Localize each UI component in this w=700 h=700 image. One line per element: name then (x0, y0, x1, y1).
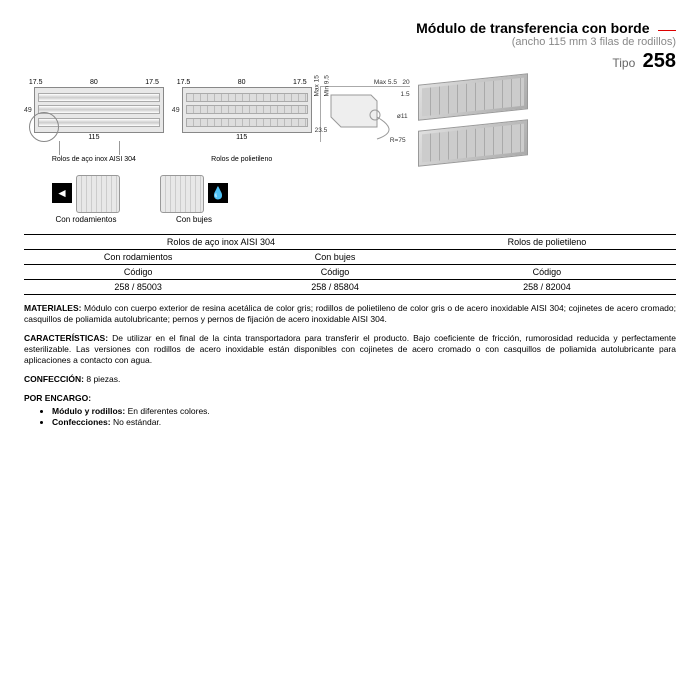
table-row: Código Código Código (24, 265, 676, 280)
profile-svg (321, 87, 411, 143)
dim-width-1: 115 (88, 134, 99, 141)
diagram-module-1: 17.5 80 17.5 49 115 Rolos de aço inox AI… (24, 79, 164, 163)
roller-module-steel (34, 87, 164, 133)
roller-row (186, 105, 308, 114)
td-empty (418, 250, 676, 265)
zoom-bushings-label: Con bujes (176, 215, 212, 224)
characteristics-block: CARACTERÍSTICAS: De utilizar en el final… (24, 333, 676, 366)
dim-width-2: 115 (236, 134, 247, 141)
td-sub2: Con bujes (252, 250, 418, 265)
confeccion-block: CONFECCIÓN: 8 piezas. (24, 374, 676, 385)
dim-height-2: 49 (172, 107, 180, 114)
dim-center-1: 80 (90, 79, 98, 86)
th-group1: Rolos de aço inox AISI 304 (24, 235, 418, 250)
dim-right-2: 17.5 (293, 79, 307, 86)
diagrams-row: 17.5 80 17.5 49 115 Rolos de aço inox AI… (24, 79, 676, 163)
bullet2-text: No estándar. (113, 417, 161, 427)
zoom-bushings-image (160, 175, 204, 213)
dim-center-2: 80 (238, 79, 246, 86)
table-row: Con rodamientos Con bujes (24, 250, 676, 265)
td-code2: 258 / 85804 (252, 280, 418, 295)
roller-row (38, 105, 160, 114)
zoom-bushings: 💧 Con bujes (160, 175, 228, 224)
dim-max55: Max 5.5 (374, 79, 397, 86)
td-codelabel-2: Código (252, 265, 418, 280)
page-title: Módulo de transferencia con borde (416, 20, 649, 36)
bullet2-label: Confecciones: (52, 417, 111, 427)
encargo-list: Módulo y rodillos: En diferentes colores… (52, 406, 676, 428)
dim-left-1: 17.5 (29, 79, 43, 86)
list-item: Confecciones: No estándar. (52, 417, 676, 428)
confeccion-text: 8 piezas. (86, 374, 120, 384)
iso-view-2 (418, 119, 528, 167)
confeccion-label: CONFECCIÓN: (24, 374, 84, 384)
iso-views (418, 79, 528, 161)
list-item: Módulo y rodillos: En diferentes colores… (52, 406, 676, 417)
td-codelabel-1: Código (24, 265, 252, 280)
roller-row (186, 118, 308, 127)
callout-circle (29, 112, 59, 142)
td-code1: 258 / 85003 (24, 280, 252, 295)
codes-table: Rolos de aço inox AISI 304 Rolos de poli… (24, 234, 676, 295)
materials-label: MATERIALES: (24, 303, 81, 313)
arrow-left-icon: ◄ (52, 183, 72, 203)
tipo-label: Tipo (612, 56, 635, 70)
encargo-block: POR ENCARGO: Módulo y rodillos: En difer… (24, 393, 676, 428)
module2-bottom-label: Rolos de polietileno (211, 156, 272, 163)
subtitle: (ancho 115 mm 3 filas de rodillos) (24, 36, 676, 48)
dim-left-2: 17.5 (177, 79, 191, 86)
module1-bottom-label: Rolos de aço inox AISI 304 (52, 156, 136, 163)
dim-right-1: 17.5 (145, 79, 159, 86)
bullet1-text: En diferentes colores. (128, 406, 210, 416)
dim-20: 20 (402, 79, 409, 86)
tipo-row: Tipo 258 (24, 50, 676, 73)
table-row: Rolos de aço inox AISI 304 Rolos de poli… (24, 235, 676, 250)
th-group2: Rolos de polietileno (418, 235, 676, 250)
drop-icon: 💧 (208, 183, 228, 203)
td-sub1: Con rodamientos (24, 250, 252, 265)
side-profile-detail: Max 5.5 20 1.5 M6 Max 15 Min 9.5 23.5 ø1… (320, 79, 410, 142)
red-mark (658, 30, 676, 31)
characteristics-text: De utilizar en el final de la cinta tran… (24, 333, 676, 365)
table-row: 258 / 85003 258 / 85804 258 / 82004 (24, 280, 676, 295)
diagram-module-2: 17.5 80 17.5 49 115 Rolos de polietileno (172, 79, 312, 163)
encargo-label: POR ENCARGO: (24, 393, 91, 403)
dim-max15: Max 15 (313, 75, 320, 96)
zoom-bearings-image (76, 175, 120, 213)
td-codelabel-3: Código (418, 265, 676, 280)
dim-height-1: 49 (24, 107, 32, 114)
roller-row (38, 93, 160, 102)
iso-view-1 (418, 73, 528, 121)
materials-text: Módulo con cuerpo exterior de resina ace… (24, 303, 676, 324)
roller-row (186, 93, 308, 102)
header: Módulo de transferencia con borde (ancho… (24, 20, 676, 73)
roller-module-poly (182, 87, 312, 133)
zoom-bearings-label: Con rodamientos (56, 215, 117, 224)
characteristics-label: CARACTERÍSTICAS: (24, 333, 108, 343)
td-code3: 258 / 82004 (418, 280, 676, 295)
tipo-number: 258 (643, 50, 676, 72)
zoom-details: ◄ Con rodamientos 💧 Con bujes (52, 175, 676, 224)
bullet1-label: Módulo y rodillos: (52, 406, 125, 416)
materials-block: MATERIALES: Módulo con cuerpo exterior d… (24, 303, 676, 325)
zoom-bearings: ◄ Con rodamientos (52, 175, 120, 224)
